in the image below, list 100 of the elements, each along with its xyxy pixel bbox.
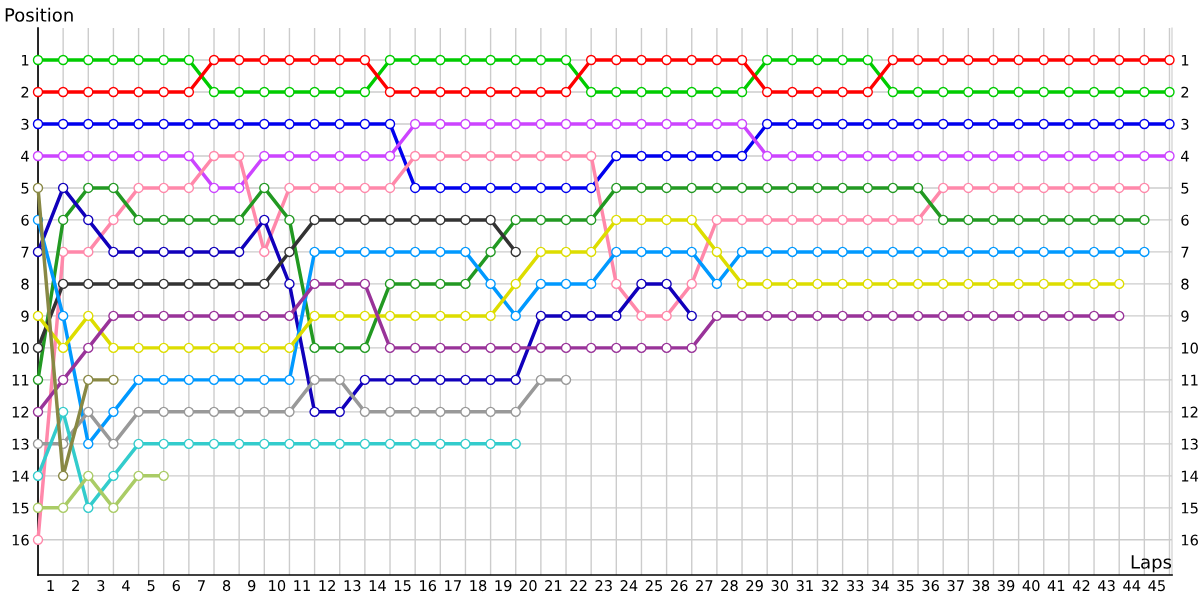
point: [409, 54, 421, 66]
point: [636, 54, 647, 66]
x-tick-label: 38: [972, 580, 990, 592]
point: [812, 214, 823, 226]
point: [57, 54, 69, 66]
point: [535, 54, 547, 66]
point: [560, 342, 572, 354]
point: [32, 406, 44, 418]
point: [736, 150, 748, 162]
x-tick-label: 7: [197, 580, 205, 591]
point: [485, 342, 496, 354]
y-tick-label: 1: [21, 54, 29, 66]
point: [435, 150, 446, 162]
x-axis-title: Laps: [1131, 555, 1172, 573]
point: [912, 150, 924, 162]
point: [108, 374, 119, 386]
point: [1088, 86, 1100, 98]
x-tick-label: 26: [670, 580, 688, 592]
point: [284, 374, 295, 386]
point: [988, 310, 999, 322]
point: [510, 182, 521, 194]
point: [208, 118, 220, 130]
point: [787, 182, 798, 194]
x-tick-label: 45: [1148, 580, 1165, 592]
point: [57, 374, 69, 386]
point: [887, 118, 899, 130]
point: [284, 54, 295, 66]
point: [208, 182, 220, 194]
point: [1088, 278, 1100, 290]
point: [510, 342, 521, 354]
x-tick-label: 44: [1123, 580, 1141, 591]
point: [83, 214, 94, 226]
point: [1088, 182, 1100, 194]
point: [1013, 86, 1024, 98]
point: [259, 342, 270, 354]
point: [309, 150, 320, 162]
x-tick-label: 30: [771, 580, 789, 592]
point: [334, 278, 345, 290]
x-tick-label: 34: [872, 580, 889, 592]
y2-tick-label: 6: [1181, 214, 1189, 226]
point: [485, 54, 496, 66]
point: [862, 150, 873, 162]
y2-tick-label: 10: [1181, 342, 1198, 354]
point: [183, 278, 195, 290]
point: [661, 118, 672, 130]
point: [108, 502, 119, 514]
point: [1013, 278, 1024, 290]
point: [259, 246, 270, 258]
point: [636, 278, 647, 290]
point: [158, 182, 169, 194]
point: [937, 182, 949, 194]
point: [1038, 86, 1049, 98]
point: [485, 438, 496, 450]
point: [158, 374, 169, 386]
y-tick-label: 6: [21, 214, 29, 226]
point: [661, 342, 672, 354]
x-tick-label: 40: [1022, 580, 1040, 592]
point: [83, 86, 94, 98]
point: [787, 246, 798, 258]
point: [661, 86, 672, 98]
point: [1013, 150, 1024, 162]
point: [686, 214, 697, 226]
point: [887, 310, 899, 322]
x-tick-label: 20: [520, 580, 537, 592]
point: [32, 534, 44, 546]
point: [259, 118, 270, 130]
point: [611, 246, 622, 258]
point: [1088, 246, 1100, 258]
point: [887, 182, 899, 194]
point: [988, 118, 999, 130]
point: [284, 182, 295, 194]
point: [384, 438, 396, 450]
x-tick-label: 11: [294, 580, 310, 591]
point: [158, 438, 169, 450]
point: [585, 278, 597, 290]
point: [108, 118, 119, 130]
point: [510, 54, 521, 66]
point: [259, 310, 270, 322]
point: [988, 182, 999, 194]
point: [560, 214, 572, 226]
point: [32, 54, 44, 66]
point: [963, 182, 974, 194]
point: [812, 278, 823, 290]
point: [585, 342, 597, 354]
point: [912, 246, 924, 258]
point: [284, 150, 295, 162]
point: [711, 150, 723, 162]
point: [611, 150, 622, 162]
x-tick-label: 21: [545, 580, 562, 591]
x-tick-label: 39: [997, 580, 1015, 592]
point: [711, 214, 723, 226]
point: [259, 54, 270, 66]
point: [284, 278, 295, 290]
point: [435, 86, 446, 98]
point: [158, 310, 169, 322]
point: [460, 342, 471, 354]
point: [233, 374, 245, 386]
point: [485, 406, 496, 418]
point: [510, 406, 521, 418]
point: [862, 278, 873, 290]
